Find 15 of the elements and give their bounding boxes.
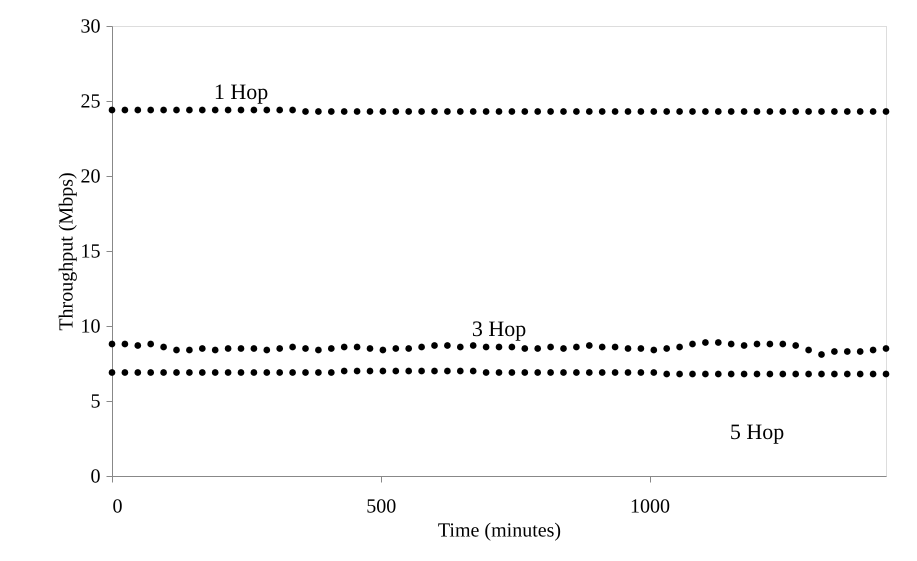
y-tick-label: 10 <box>80 316 100 338</box>
x-tick-label: 1000 <box>630 496 670 518</box>
y-tick-label: 15 <box>80 240 100 262</box>
x-tick-label: 0 <box>112 496 122 518</box>
x-axis-title: Time (minutes) <box>438 520 562 542</box>
y-tick-label: 5 <box>90 390 100 412</box>
y-axis-title: Throughput (Mbps) <box>56 172 78 331</box>
y-tick-label: 20 <box>80 166 100 188</box>
series-label: 1 Hop <box>214 79 268 104</box>
x-tick-label: 500 <box>366 496 396 518</box>
series-label: 5 Hop <box>730 419 784 444</box>
y-tick-label: 0 <box>90 466 100 488</box>
series-label: 3 Hop <box>472 316 526 341</box>
y-tick-label: 30 <box>80 16 100 38</box>
y-tick-label: 25 <box>80 90 100 112</box>
